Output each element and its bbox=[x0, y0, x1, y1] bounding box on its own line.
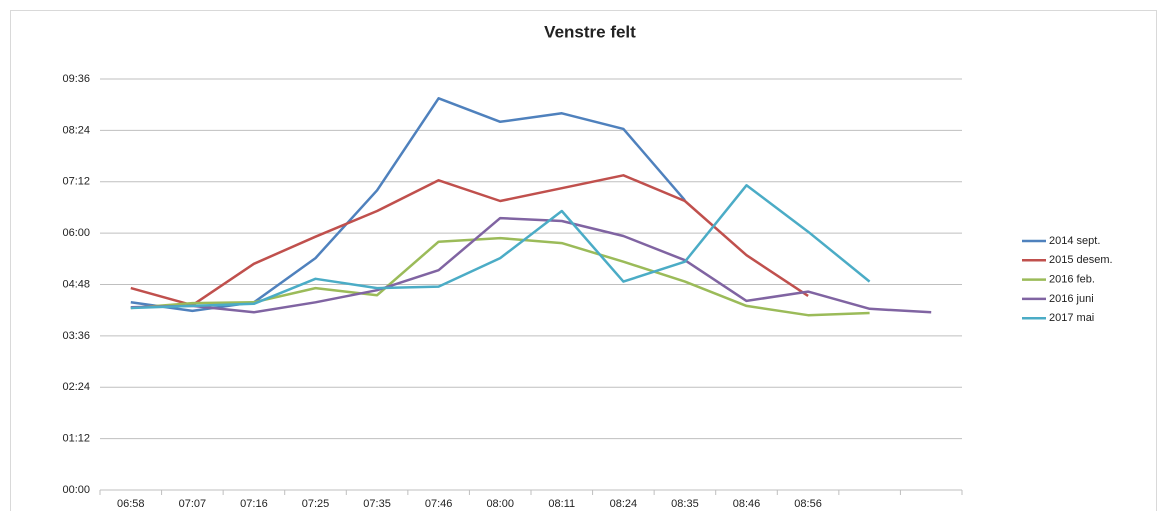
y-tick-label: 04:48 bbox=[62, 278, 90, 290]
x-tick-label: 07:35 bbox=[363, 498, 391, 510]
y-tick-label: 01:12 bbox=[62, 433, 90, 445]
x-tick-label: 08:24 bbox=[610, 498, 638, 510]
x-tick-label: 08:56 bbox=[794, 498, 822, 510]
y-tick-label: 02:24 bbox=[62, 381, 90, 393]
series-line bbox=[130, 174, 809, 307]
y-tick-label: 00:00 bbox=[62, 484, 90, 496]
x-tick-label: 08:00 bbox=[486, 498, 514, 510]
legend-label: 2016 juni bbox=[1049, 293, 1094, 305]
x-tick-label: 08:46 bbox=[733, 498, 761, 510]
legend-label: 2014 sept. bbox=[1049, 235, 1100, 247]
y-tick-label: 08:24 bbox=[62, 124, 90, 136]
series-line bbox=[130, 216, 932, 314]
x-tick-label: 08:11 bbox=[548, 498, 575, 510]
y-tick-label: 09:36 bbox=[62, 73, 90, 85]
x-tick-label: 06:58 bbox=[117, 498, 145, 510]
legend-label: 2015 desem. bbox=[1049, 254, 1113, 266]
chart-title: Venstre felt bbox=[544, 22, 636, 41]
y-tick-label: 03:36 bbox=[62, 330, 90, 342]
x-tick-label: 07:25 bbox=[302, 498, 330, 510]
x-tick-label: 07:46 bbox=[425, 498, 453, 510]
chart-frame bbox=[10, 10, 1157, 511]
x-tick-label: 07:07 bbox=[179, 498, 207, 510]
legend-label: 2017 mai bbox=[1049, 312, 1094, 324]
series-line bbox=[130, 97, 686, 313]
y-tick-label: 06:00 bbox=[62, 227, 90, 239]
x-tick-label: 08:35 bbox=[671, 498, 699, 510]
legend-label: 2016 feb. bbox=[1049, 274, 1095, 286]
series-line bbox=[130, 236, 870, 317]
x-tick-label: 07:16 bbox=[240, 498, 268, 510]
series-line bbox=[130, 184, 871, 310]
y-tick-label: 07:12 bbox=[62, 176, 90, 188]
